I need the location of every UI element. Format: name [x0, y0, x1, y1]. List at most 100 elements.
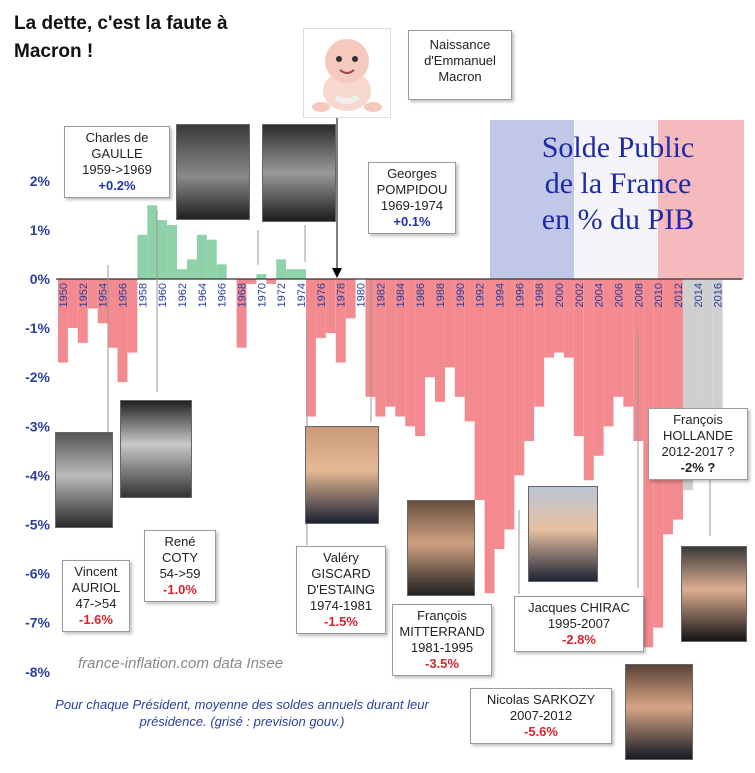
- mitterrand-line-1: François: [417, 608, 467, 623]
- source-credit: france-inflation.com data Insee: [78, 655, 284, 672]
- bar-1964: [196, 234, 207, 279]
- bar-1974: [296, 269, 307, 279]
- portrait-sarkozy: [625, 664, 693, 760]
- bar-1996: [514, 279, 525, 476]
- bar-1990: [454, 279, 465, 397]
- x-tick-label: 2012: [673, 283, 685, 307]
- x-tick-label: 1968: [237, 283, 249, 307]
- y-tick-label: -1%: [25, 320, 50, 336]
- callout-degaulle: Charles de GAULLE 1959->1969 +0.2%: [64, 126, 170, 198]
- callout-sarkozy: Nicolas SARKOZY 2007-2012 -5.6%: [470, 688, 612, 744]
- mitterrand-line-2: MITTERRAND: [399, 624, 485, 639]
- x-tick-label: 1990: [455, 283, 467, 307]
- bar-1988: [435, 279, 445, 402]
- birth-line-3: Macron: [438, 69, 482, 84]
- chirac-line-2: 1995-2007: [547, 616, 611, 631]
- bar-2003: [583, 279, 594, 481]
- x-tick-label: 1992: [475, 283, 487, 307]
- bar-2007: [623, 279, 634, 407]
- x-tick-label: 1998: [534, 283, 546, 307]
- coty-line-1: René: [164, 534, 196, 549]
- bar-1981: [365, 279, 376, 397]
- callout-giscard: Valéry GISCARD D'ESTAING 1974-1981 -1.5%: [296, 546, 386, 634]
- bar-1997: [524, 279, 535, 441]
- bars: [58, 205, 723, 648]
- bar-1977: [325, 279, 336, 333]
- bar-1954: [97, 279, 108, 324]
- bar-1998: [534, 279, 545, 407]
- hollande-line-3: 2012-2017 ?: [661, 444, 735, 459]
- x-tick-label: 1954: [98, 283, 110, 307]
- x-tick-label: 1986: [415, 283, 427, 307]
- bar-1958: [137, 234, 148, 279]
- x-tick-label: 1950: [58, 283, 70, 307]
- x-tick-label: 2006: [614, 283, 626, 307]
- bar-2002: [573, 279, 584, 437]
- auriol-line-1: Vincent: [74, 564, 118, 579]
- x-tick-label: 1976: [316, 283, 328, 307]
- x-tick-label: 2008: [633, 283, 645, 307]
- x-tick-label: 1996: [514, 283, 526, 307]
- y-tick-label: -5%: [25, 517, 50, 533]
- x-tick-label: 1966: [217, 283, 229, 307]
- flag-title-line-3: en % du PIB: [541, 203, 695, 236]
- bar-1951: [67, 279, 78, 329]
- x-tick-label: 2000: [554, 283, 566, 307]
- bar-1993: [484, 279, 495, 594]
- degaulle-value: +0.2%: [98, 178, 136, 193]
- callout-pompidou: Georges POMPIDOU 1969-1974 +0.1%: [368, 162, 456, 234]
- bar-1953: [87, 279, 98, 309]
- callout-chirac: Jacques CHIRAC 1995-2007 -2.8%: [514, 596, 644, 652]
- bar-1952: [77, 279, 88, 343]
- bar-2006: [613, 279, 624, 397]
- bar-1959: [147, 205, 158, 279]
- bar-1965: [206, 239, 217, 279]
- portrait-auriol: [55, 432, 113, 528]
- bar-1984: [395, 279, 406, 417]
- pompidou-value: +0.1%: [393, 214, 431, 229]
- bar-2016: [712, 279, 723, 441]
- auriol-line-3: 47->54: [75, 596, 117, 611]
- x-tick-label: 1972: [276, 283, 288, 307]
- bar-1973: [286, 269, 297, 279]
- bar-1955: [107, 279, 118, 348]
- bar-2005: [603, 279, 614, 427]
- coty-line-2: COTY: [161, 550, 199, 565]
- bar-1962: [177, 269, 187, 279]
- birth-arrow-head: [332, 268, 342, 278]
- sarkozy-line-2: 2007-2012: [509, 708, 573, 723]
- x-tick-label: 2004: [594, 283, 606, 307]
- birth-callout: Naissance d'Emmanuel Macron: [408, 30, 512, 100]
- bar-1991: [464, 279, 475, 422]
- baby-icon: [312, 39, 382, 112]
- bar-1995: [504, 279, 515, 530]
- bar-1970: [256, 274, 267, 279]
- bar-2015: [702, 279, 713, 451]
- x-tick-label: 1964: [197, 283, 209, 307]
- x-tick-label: 1970: [256, 283, 268, 307]
- y-tick-label: -3%: [25, 418, 50, 434]
- mitterrand-line-3: 1981-1995: [410, 640, 474, 655]
- pompidou-line-1: Georges: [387, 166, 437, 181]
- giscard-line-1: Valéry: [323, 550, 359, 565]
- x-tick-label: 2014: [693, 283, 705, 307]
- bar-1979: [345, 279, 356, 319]
- auriol-line-2: AURIOL: [71, 580, 121, 595]
- bar-1975: [306, 279, 316, 417]
- flag-title-line-1: Solde Public: [541, 131, 695, 164]
- bar-2013: [683, 279, 693, 491]
- x-tick-label: 2016: [713, 283, 725, 307]
- portrait-coty: [120, 400, 192, 498]
- x-tick-label: 1958: [137, 283, 149, 307]
- sarkozy-value: -5.6%: [524, 724, 558, 739]
- chirac-line-1: Jacques CHIRAC: [528, 600, 630, 615]
- degaulle-line-2: GAULLE: [91, 146, 143, 161]
- callout-mitterrand: François MITTERRAND 1981-1995 -3.5%: [392, 604, 492, 676]
- bar-1987: [425, 279, 435, 378]
- bar-1972: [276, 259, 287, 279]
- flag-title-line-2: de la France: [544, 167, 692, 200]
- y-tick-label: 0%: [30, 271, 51, 287]
- bar-1976: [315, 279, 326, 338]
- x-tick-label: 1988: [435, 283, 447, 307]
- x-tick-label: 1982: [375, 283, 387, 307]
